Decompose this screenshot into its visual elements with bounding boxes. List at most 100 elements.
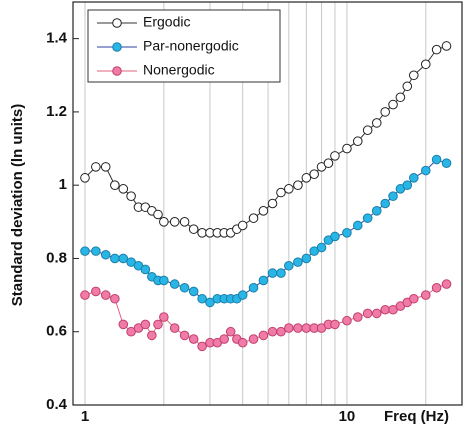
data-point [276, 268, 286, 278]
data-point [169, 217, 180, 227]
data-point [371, 118, 382, 128]
data-point [126, 191, 136, 201]
data-point [330, 151, 340, 161]
data-point [91, 286, 101, 297]
data-point [258, 275, 269, 286]
y-tick-label: 1 [59, 176, 67, 193]
data-point [147, 330, 157, 341]
x-tick-label: 1 [81, 408, 89, 425]
data-point [402, 81, 413, 92]
legend: Ergodic Par-nonergodic Nonergodic [87, 9, 281, 83]
data-point [402, 180, 413, 190]
data-point [352, 312, 363, 322]
y-tick-label: 0.4 [46, 396, 68, 413]
data-point [342, 228, 352, 238]
data-point [110, 180, 120, 190]
data-point [301, 323, 312, 333]
data-point [284, 184, 294, 194]
data-point [179, 282, 190, 293]
data-point [388, 191, 398, 201]
data-point [342, 315, 352, 326]
y-tick-label: 1.4 [46, 30, 68, 47]
data-point [91, 162, 101, 172]
data-point [276, 326, 286, 337]
data-point [237, 220, 248, 231]
data-point [301, 253, 312, 264]
data-point [188, 224, 199, 234]
y-tick-label: 0.6 [46, 323, 67, 340]
data-point [219, 334, 229, 344]
data-point [380, 107, 390, 117]
data-point [330, 231, 340, 242]
data-point [225, 326, 236, 337]
data-point [237, 290, 248, 300]
legend-marker [112, 18, 122, 28]
data-point [276, 187, 286, 198]
data-point [140, 319, 151, 330]
data-point [118, 253, 129, 264]
data-point [420, 165, 431, 176]
legend-marker [112, 42, 122, 52]
data-point [169, 323, 180, 333]
data-point [408, 293, 419, 304]
data-point [352, 136, 363, 147]
data-point [140, 264, 151, 275]
legend-label: Par-nonergodic [143, 38, 239, 54]
data-point [395, 92, 406, 103]
data-point [248, 213, 259, 223]
data-point [408, 173, 419, 183]
data-point [100, 162, 111, 172]
data-point [420, 290, 431, 300]
legend-label: Nonergodic [143, 62, 215, 78]
data-point [267, 268, 278, 278]
data-point [80, 246, 90, 256]
data-point [362, 125, 373, 136]
legend-label: Ergodic [143, 14, 190, 30]
data-point [91, 246, 101, 256]
data-point [441, 158, 452, 168]
data-point [188, 334, 199, 344]
data-point [362, 213, 373, 223]
data-point [110, 293, 120, 304]
data-point [293, 323, 303, 333]
data-point [371, 206, 382, 216]
data-point [284, 260, 294, 271]
data-point [248, 334, 259, 344]
data-point [388, 99, 398, 110]
data-point [323, 158, 334, 168]
data-point [309, 169, 319, 179]
data-point [197, 293, 207, 304]
data-point [248, 282, 259, 293]
data-point [169, 279, 180, 289]
data-point [267, 198, 278, 209]
data-point [293, 180, 303, 190]
data-point [431, 154, 442, 165]
y-axis-label: Standard deviation (ln units) [9, 104, 26, 307]
data-point [293, 257, 303, 267]
data-point [110, 253, 120, 264]
data-point [316, 242, 327, 253]
y-tick-label: 0.8 [46, 249, 67, 266]
legend-marker [112, 66, 122, 76]
x-axis-label: Freq (Hz) [384, 408, 449, 425]
data-point [371, 308, 382, 319]
data-point [179, 217, 190, 227]
data-point [197, 341, 207, 352]
data-point [159, 275, 169, 286]
y-tick-label: 1.2 [46, 103, 67, 120]
data-point [80, 173, 90, 183]
data-point [380, 304, 390, 315]
data-point [237, 337, 248, 348]
data-point [362, 308, 373, 319]
data-point [420, 59, 431, 70]
data-point [197, 228, 207, 238]
data-point [330, 319, 340, 330]
data-point [380, 198, 390, 209]
data-point [118, 184, 129, 194]
data-point [153, 319, 163, 330]
data-point [267, 326, 278, 337]
data-point [431, 44, 442, 55]
data-point [153, 209, 163, 220]
